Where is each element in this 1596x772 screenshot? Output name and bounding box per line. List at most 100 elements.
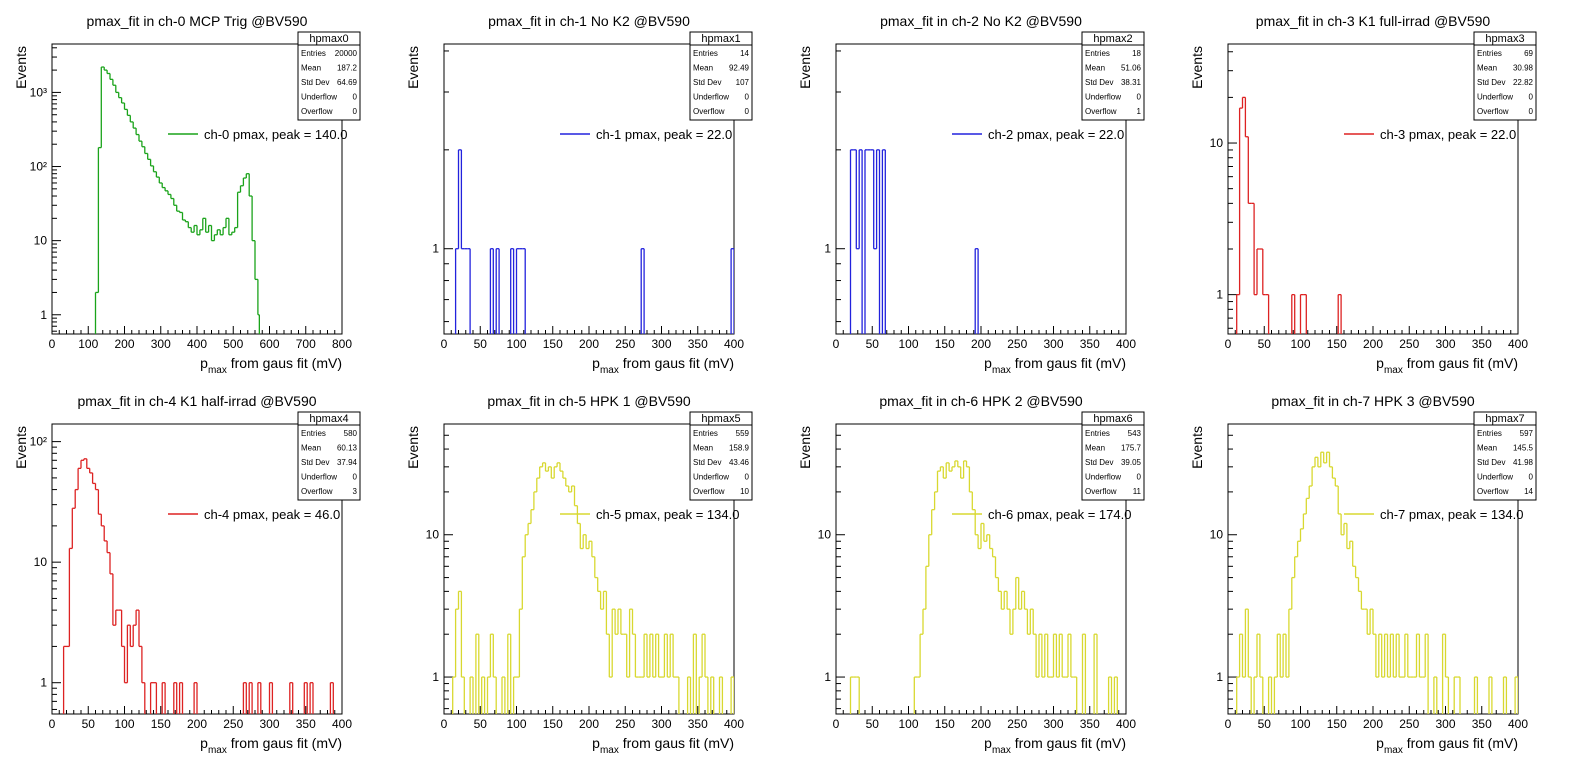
- x-tick-label: 250: [615, 337, 635, 351]
- stats-value: 0: [745, 107, 750, 116]
- y-tick-label: 1: [432, 242, 439, 256]
- x-tick-label: 50: [474, 337, 488, 351]
- y-axis-label: Events: [1189, 426, 1205, 469]
- stats-key: Underflow: [301, 473, 337, 482]
- x-tick-label: 0: [1225, 717, 1232, 731]
- histogram-bins: [1236, 451, 1518, 714]
- stats-value: 0: [745, 473, 750, 482]
- stats-name: hpmax7: [1485, 413, 1524, 425]
- x-axis-label-sub: max: [600, 365, 619, 376]
- y-tick-label: 10: [34, 234, 48, 248]
- histogram-panel-2: pmax_fit in ch-2 No K2 @BV590 0 50 100 150 20…: [797, 13, 1145, 376]
- stats-value: 69: [1524, 49, 1533, 58]
- y-axis-label: Events: [1189, 46, 1205, 89]
- stats-value: 20000: [335, 49, 358, 58]
- stats-key: Mean: [1085, 64, 1105, 73]
- x-tick-label: 0: [1225, 337, 1232, 351]
- stats-value: 0: [353, 473, 358, 482]
- x-axis-label-main: p: [200, 355, 208, 371]
- stats-box: hpmax0 Entries 20000 Mean 187.2 Std Dev 64.69U…: [297, 31, 361, 121]
- stats-key: Underflow: [1477, 93, 1513, 102]
- stats-value: 559: [736, 429, 750, 438]
- x-tick-label: 100: [898, 717, 918, 731]
- stats-value: 175.7: [1121, 444, 1142, 453]
- x-axis-label: pmax from gaus fit (mV): [200, 735, 342, 756]
- stats-box: hpmax7 Entries 597 Mean 145.5 Std Dev 41.98Und…: [1473, 411, 1537, 501]
- x-tick-label: 150: [1327, 337, 1347, 351]
- stats-value: 1: [1137, 107, 1142, 116]
- chart-title: pmax_fit in ch-5 HPK 1 @BV590: [487, 393, 691, 409]
- stats-box-frame: [1081, 411, 1145, 501]
- x-tick-label: 250: [1399, 717, 1419, 731]
- y-tick-label: 10: [1210, 528, 1224, 542]
- x-axis-label: pmax from gaus fit (mV): [592, 355, 734, 376]
- x-axis-label-main: p: [984, 735, 992, 751]
- x-tick-label: 200: [971, 337, 991, 351]
- stats-key: Underflow: [1085, 93, 1121, 102]
- stats-value: 18: [1132, 49, 1141, 58]
- x-tick-label: 400: [1508, 717, 1528, 731]
- y-tick-label: 1: [824, 242, 831, 256]
- x-tick-label: 300: [651, 337, 671, 351]
- chart-title: pmax_fit in ch-0 MCP Trig @BV590: [87, 13, 308, 29]
- stats-value: 10: [740, 487, 749, 496]
- x-axis-label-main: p: [1376, 355, 1384, 371]
- stats-key: Overflow: [693, 487, 725, 496]
- y-axis-label: Events: [797, 46, 813, 89]
- x-tick-label: 50: [1258, 337, 1272, 351]
- chart-title: pmax_fit in ch-2 No K2 @BV590: [880, 13, 1082, 29]
- stats-box: hpmax2 Entries 18 Mean 51.06 Std Dev 38.31Unde…: [1081, 31, 1145, 121]
- stats-box: hpmax4 Entries 580 Mean 60.13 Std Dev 37.94Und…: [297, 411, 361, 501]
- stats-value: 107: [736, 78, 750, 87]
- stats-value: 0: [1529, 473, 1534, 482]
- stats-box-frame: [689, 31, 753, 121]
- stats-value: 0: [745, 93, 750, 102]
- x-axis-label-rest: from gaus fit (mV): [1011, 355, 1126, 371]
- stats-key: Overflow: [1085, 107, 1117, 116]
- stats-key: Entries: [1085, 49, 1110, 58]
- x-tick-label: 300: [1435, 337, 1455, 351]
- x-tick-label: 50: [866, 337, 880, 351]
- x-tick-label: 0: [441, 337, 448, 351]
- stats-key: Std Dev: [693, 458, 721, 467]
- stats-box: hpmax1 Entries 14 Mean 92.49 Std Dev 107 Underf…: [689, 31, 753, 121]
- stats-box-frame: [1081, 31, 1145, 121]
- legend-label: ch-2 pmax, peak = 22.0: [988, 127, 1124, 142]
- x-tick-label: 250: [1007, 337, 1027, 351]
- x-axis-label-main: p: [984, 355, 992, 371]
- stats-value: 0: [1137, 93, 1142, 102]
- legend-label: ch-6 pmax, peak = 174.0: [988, 507, 1131, 522]
- x-tick-label: 300: [151, 337, 171, 351]
- x-tick-label: 400: [1116, 337, 1136, 351]
- x-tick-label: 350: [688, 337, 708, 351]
- x-tick-label: 400: [332, 717, 352, 731]
- stats-key: Mean: [301, 64, 321, 73]
- x-tick-label: 250: [615, 717, 635, 731]
- stats-value: 145.5: [1513, 444, 1534, 453]
- x-axis-label: pmax from gaus fit (mV): [200, 355, 342, 376]
- stats-key: Overflow: [693, 107, 725, 116]
- x-tick-label: 700: [296, 337, 316, 351]
- stats-value: 14: [1524, 487, 1533, 496]
- x-tick-label: 200: [1363, 337, 1383, 351]
- stats-key: Mean: [1085, 444, 1105, 453]
- x-axis-label-sub: max: [208, 745, 227, 756]
- x-tick-label: 400: [1508, 337, 1528, 351]
- stats-value: 43.46: [729, 458, 750, 467]
- legend-label: ch-7 pmax, peak = 134.0: [1380, 507, 1523, 522]
- stats-name: hpmax6: [1093, 413, 1132, 425]
- chart-title: pmax_fit in ch-7 HPK 3 @BV590: [1271, 393, 1475, 409]
- stats-key: Underflow: [1085, 473, 1121, 482]
- stats-box: hpmax6 Entries 543 Mean 175.7 Std Dev 39.05Und…: [1081, 411, 1145, 501]
- x-tick-label: 250: [1399, 337, 1419, 351]
- histogram-bins: [849, 149, 979, 334]
- x-tick-label: 50: [866, 717, 880, 731]
- x-axis-label-sub: max: [600, 745, 619, 756]
- histogram-bins: [452, 462, 734, 714]
- x-tick-label: 300: [1043, 717, 1063, 731]
- x-axis-label-main: p: [1376, 735, 1384, 751]
- x-axis-label-rest: from gaus fit (mV): [619, 735, 734, 751]
- stats-value: 0: [353, 93, 358, 102]
